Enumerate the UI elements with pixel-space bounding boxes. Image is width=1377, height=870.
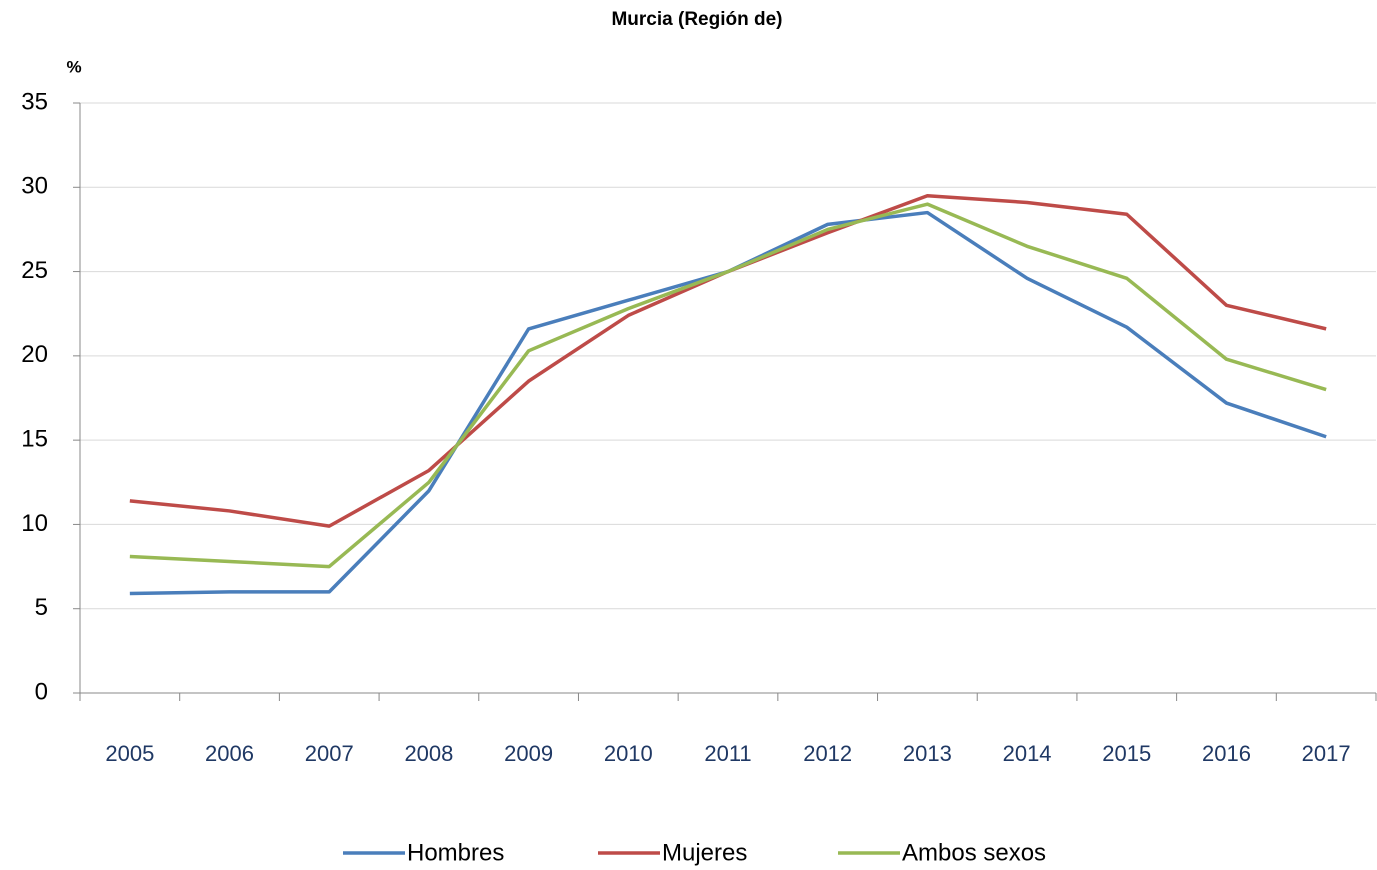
- x-tick-label: 2016: [1202, 741, 1251, 766]
- y-tick-label: 10: [21, 510, 48, 537]
- y-tick-label: 0: [35, 678, 48, 705]
- legend-label: Ambos sexos: [902, 839, 1046, 866]
- x-tick-label: 2007: [305, 741, 354, 766]
- line-series: [129, 202, 1327, 569]
- x-tick-label: 2015: [1102, 741, 1151, 766]
- x-tick-label: 2012: [803, 741, 852, 766]
- chart-title: Murcia (Región de): [611, 9, 782, 30]
- x-tick-label: 2005: [105, 741, 154, 766]
- legend-label: Mujeres: [662, 839, 747, 866]
- x-tick-label: 2014: [1003, 741, 1052, 766]
- y-tick-label: 5: [35, 594, 48, 621]
- legend-label: Hombres: [407, 839, 504, 866]
- y-axis-label: %: [66, 57, 81, 76]
- y-tick-label: 25: [21, 257, 48, 284]
- y-tick-label: 30: [21, 173, 48, 200]
- x-tick-label: 2010: [604, 741, 653, 766]
- y-tick-label: 20: [21, 341, 48, 368]
- x-tick-label: 2013: [903, 741, 952, 766]
- x-tick-label: 2011: [704, 741, 751, 766]
- line-series: [129, 193, 1327, 528]
- x-tick-label: 2017: [1302, 741, 1351, 766]
- x-tick-label: 2008: [404, 741, 453, 766]
- x-tick-label: 2006: [205, 741, 254, 766]
- y-tick-label: 15: [21, 425, 48, 452]
- x-tick-label: 2009: [504, 741, 553, 766]
- y-tick-label: 35: [21, 88, 48, 115]
